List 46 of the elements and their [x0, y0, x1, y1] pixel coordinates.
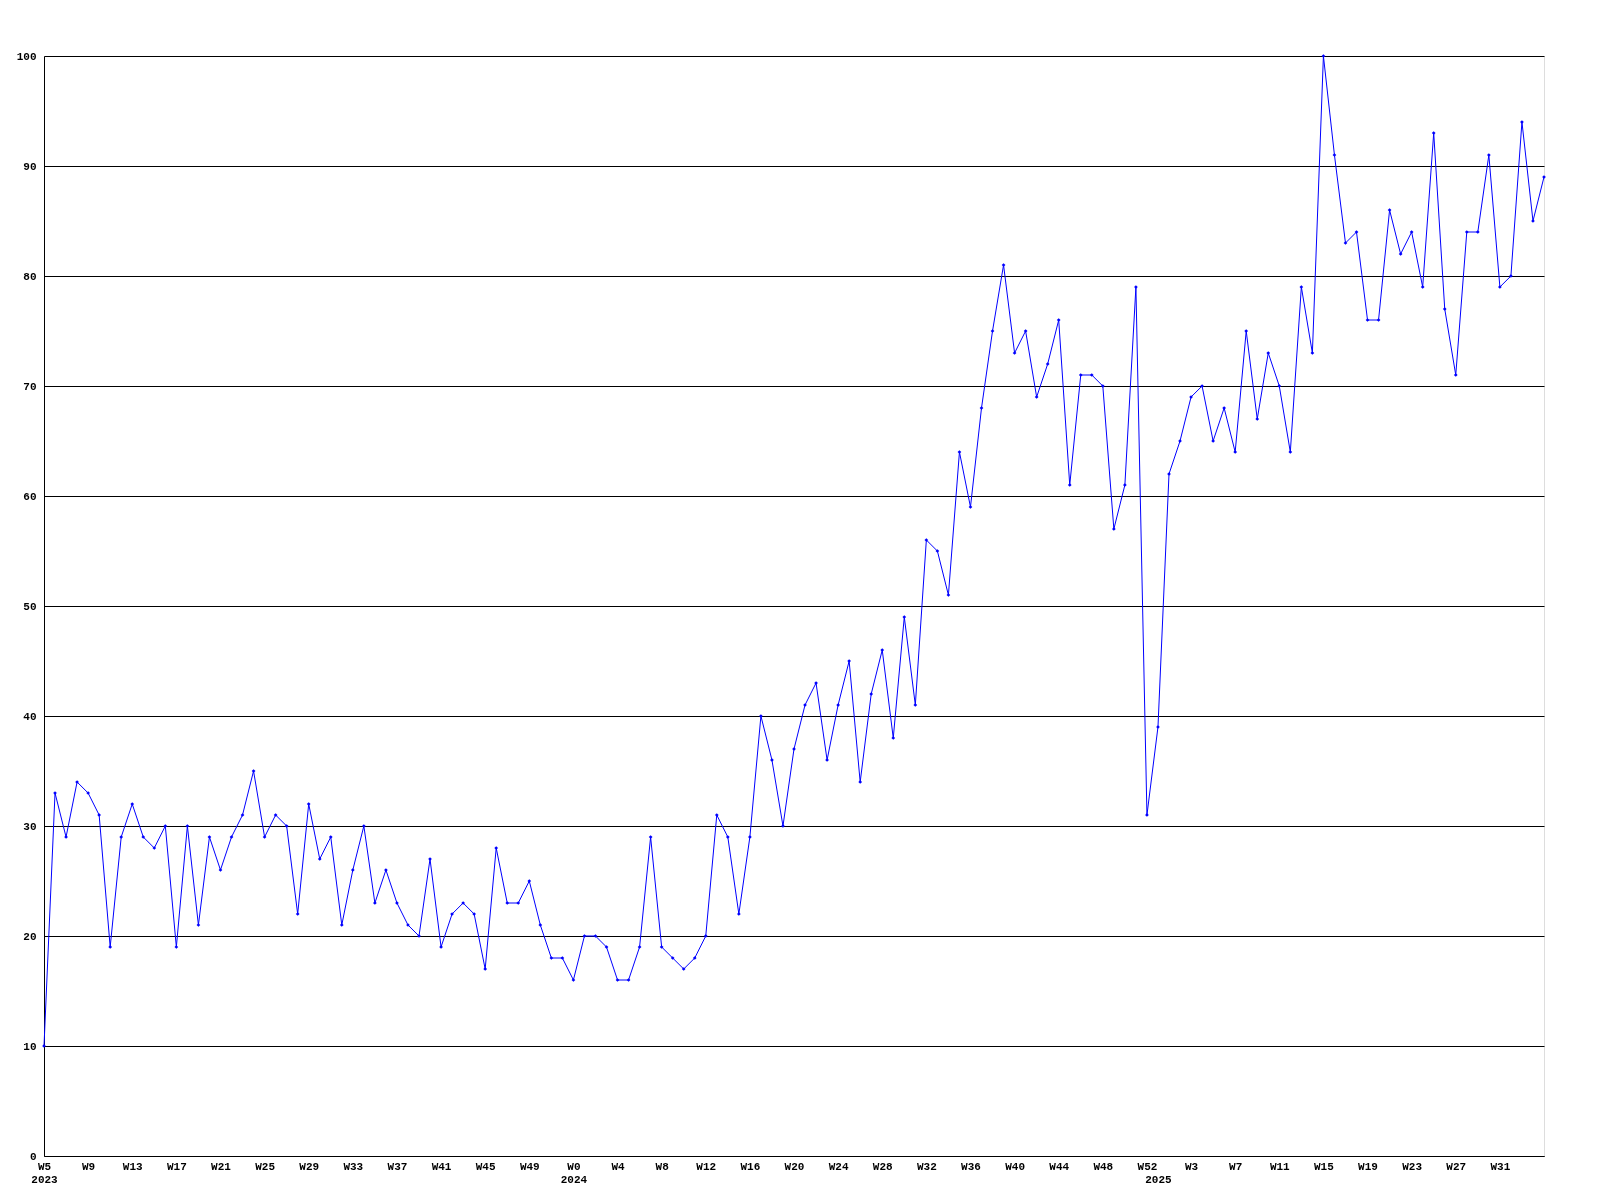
x-tick-label: W16	[740, 1160, 761, 1173]
x-tick-label: W19	[1358, 1160, 1378, 1173]
x-tick-label: W7	[1229, 1160, 1243, 1173]
y-tick-label: 30	[23, 820, 37, 833]
x-tick-label: W23	[1402, 1160, 1423, 1173]
x-tick-label: 2025	[1145, 1173, 1173, 1186]
x-tick-label: W9	[82, 1160, 96, 1173]
y-tick-label: 20	[23, 930, 37, 943]
y-tick-label: 0	[29, 1150, 37, 1163]
x-tick-label: W32	[916, 1160, 937, 1173]
x-tick-label: W52	[1137, 1160, 1158, 1173]
x-tick-label: W29	[299, 1160, 320, 1173]
y-tick-label: 60	[23, 490, 37, 503]
x-tick-label: W11	[1269, 1160, 1291, 1173]
x-tick-label: W0 2024	[560, 1160, 588, 1186]
x-tick-label: W8	[655, 1160, 670, 1173]
x-tick-label: W13	[122, 1160, 144, 1173]
x-tick-label: W15	[1314, 1160, 1335, 1173]
y-tick-label: 80	[23, 270, 37, 283]
x-tick-label: W27	[1446, 1160, 1467, 1173]
y-tick-label: 70	[23, 380, 37, 393]
y-tick-label: 100	[16, 50, 37, 63]
x-tick-label: W31	[1490, 1160, 1511, 1173]
x-tick-label: W4	[611, 1160, 626, 1173]
x-tick-label: W45	[475, 1160, 496, 1173]
x-tick-label: W40	[1005, 1160, 1025, 1173]
x-tick-label: W49	[519, 1160, 540, 1173]
x-tick-label: W5 2023	[31, 1160, 59, 1186]
x-tick-label: W17	[166, 1160, 187, 1173]
x-tick-label: W12	[696, 1160, 717, 1173]
x-tick-label: W25	[255, 1160, 276, 1173]
x-tick-label: W48	[1093, 1160, 1114, 1173]
y-tick-label: 50	[23, 600, 37, 613]
y-tick-label: 90	[23, 160, 37, 173]
x-tick-label: W24	[828, 1160, 849, 1173]
x-tick-label: W44	[1049, 1160, 1070, 1173]
x-tick-label: W37	[387, 1160, 408, 1173]
x-tick-label: W3	[1184, 1160, 1199, 1173]
y-tick-label: 40	[23, 710, 37, 723]
x-tick-label: W21	[211, 1160, 232, 1173]
x-tick-label: W41	[431, 1160, 452, 1173]
x-tick-label: W36	[961, 1160, 981, 1173]
x-tick-label: W20	[784, 1160, 805, 1173]
y-tick-label: 10	[23, 1040, 37, 1053]
x-tick-label: W28	[872, 1160, 894, 1173]
x-tick-label: W33	[343, 1160, 364, 1173]
